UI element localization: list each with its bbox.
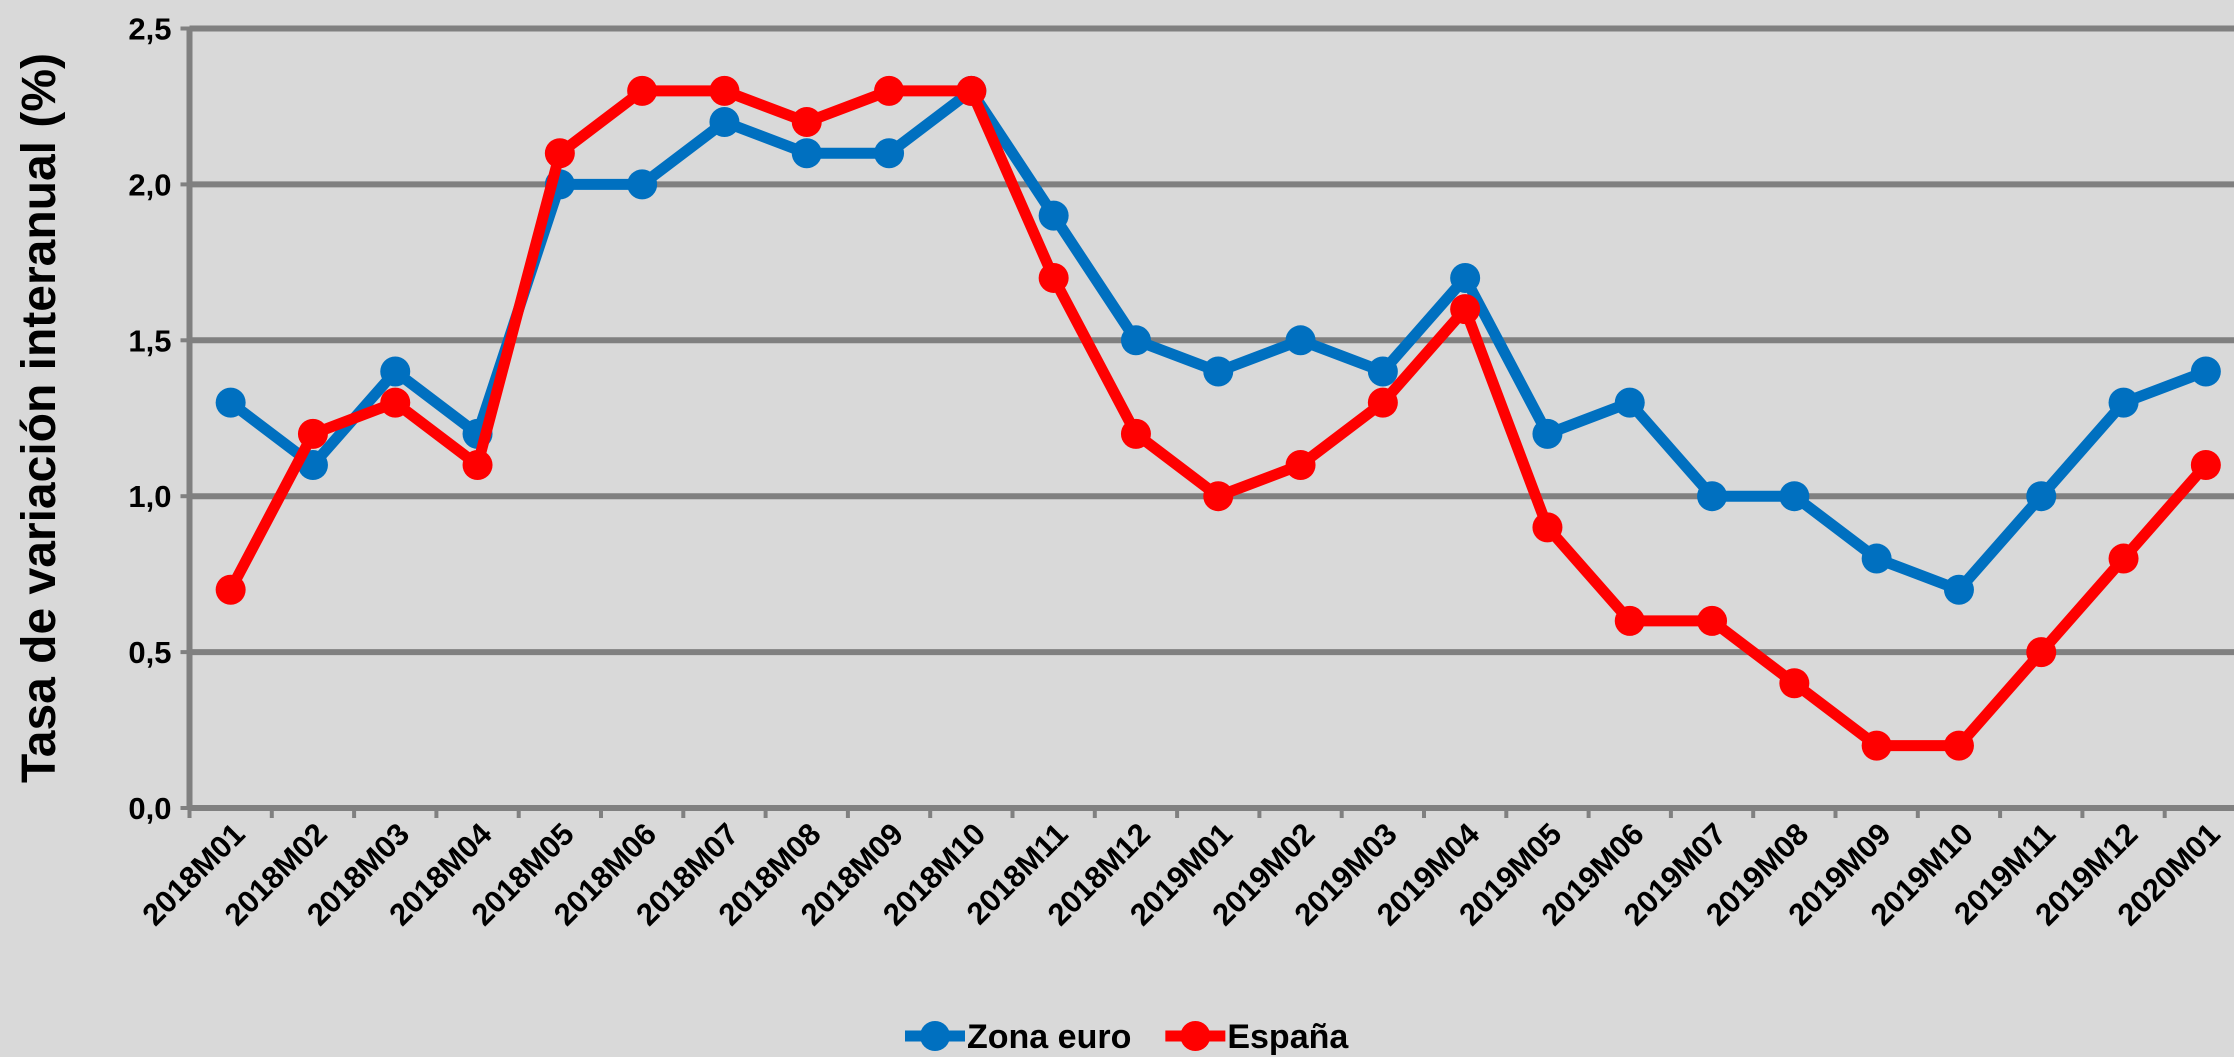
point [1450,262,1481,293]
point [297,418,328,449]
point [380,387,411,418]
y-tick-label: 0,0 [128,791,171,826]
point [1038,200,1069,231]
point [544,138,575,169]
y-axis-label: Tasa de variación interanual (%) [13,53,66,783]
point [1367,356,1398,387]
point [709,75,740,106]
point [1943,730,1974,761]
point [1697,605,1728,636]
point [2108,387,2139,418]
point [1367,387,1398,418]
point [1203,481,1234,512]
y-tick-label: 1,5 [128,323,171,358]
point [1943,574,1974,605]
point [2190,450,2221,481]
point [709,107,740,138]
point [1779,668,1810,699]
point [2108,543,2139,574]
point [1861,543,1892,574]
point [1614,605,1645,636]
point [1285,450,1316,481]
point [874,75,905,106]
point [956,75,987,106]
point [1038,262,1069,293]
point [462,450,493,481]
legend-label: Zona euro [967,1018,1131,1056]
point [1285,325,1316,356]
point [791,138,822,169]
point [1450,294,1481,325]
point [1861,730,1892,761]
point [2026,481,2057,512]
y-tick-label: 1,0 [128,479,171,514]
legend-marker [1180,1021,1211,1051]
y-tick-label: 0,5 [128,635,171,670]
point [874,138,905,169]
point [215,574,246,605]
point [791,107,822,138]
point [1614,387,1645,418]
point [2026,637,2057,668]
point [1697,481,1728,512]
y-tick-label: 2,5 [128,12,171,47]
point [1120,418,1151,449]
point [380,356,411,387]
legend-label: España [1227,1018,1349,1056]
point [1532,418,1563,449]
point [2190,356,2221,387]
legend-marker [920,1021,950,1051]
point [627,169,658,200]
point [1532,512,1563,543]
point [1779,481,1810,512]
point [1203,356,1234,387]
point [627,75,658,106]
y-tick-label: 2,0 [128,167,171,202]
point [215,387,246,418]
point [1120,325,1151,356]
